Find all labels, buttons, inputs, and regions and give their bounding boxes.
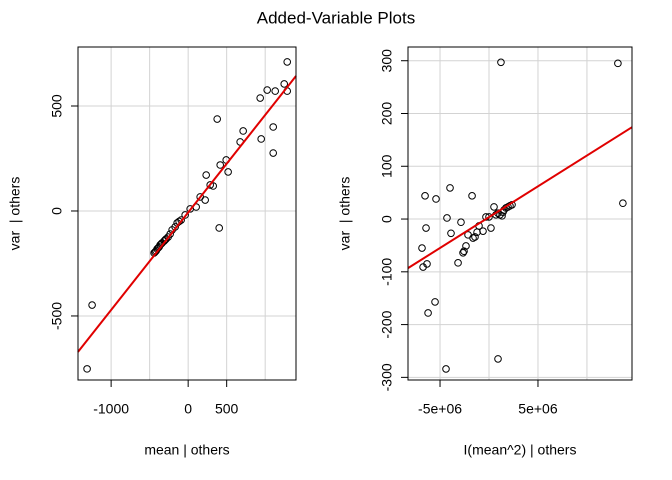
point [422,224,430,232]
y-tick-label: 300 [379,49,395,73]
point [83,365,91,373]
x-tick-label: 5e+06 [518,401,558,417]
y-tick-label: 200 [379,102,395,126]
point [88,301,96,309]
point [216,161,225,169]
point [423,260,431,268]
point [418,244,426,252]
y-tick-label: -100 [379,258,395,286]
x-tick-label: -1000 [93,401,129,417]
point [619,199,627,208]
point [614,59,622,68]
point [457,218,465,227]
point [462,242,470,250]
point [269,149,277,157]
y-axis-label: var | others [7,177,23,251]
point [166,230,174,238]
y-tick-label: 0 [379,215,395,223]
point [459,249,467,257]
point [447,229,455,238]
point [494,355,502,363]
point [479,227,487,235]
point [269,123,277,131]
y-tick-label: -200 [379,310,395,338]
fit-line [407,126,633,269]
point [497,58,505,67]
point [485,213,493,221]
point [431,298,439,306]
x-tick-label: -5e+06 [418,401,462,417]
point [468,192,476,200]
fit-line [77,75,297,353]
point [181,211,189,219]
point [460,247,468,256]
x-tick-label: 500 [215,401,239,417]
y-tick-label: 0 [49,207,65,215]
point [256,94,264,102]
y-tick-label: -500 [49,302,65,330]
point [257,135,265,143]
point [442,365,450,373]
point [271,87,280,95]
x-tick-label: 0 [184,401,192,417]
point [177,216,185,224]
point [446,184,454,192]
point [215,224,223,232]
plot-frame [407,46,633,381]
point [421,192,429,200]
point [280,80,289,88]
point [454,259,462,267]
point [424,309,432,317]
y-tick-label: 100 [379,154,395,178]
point [283,58,292,66]
point [487,224,495,232]
y-tick-label: 500 [49,94,65,118]
point [202,171,210,179]
x-axis-label: mean | others [144,442,229,458]
point [432,195,440,203]
point [443,214,451,222]
point [263,86,271,94]
point [213,115,221,123]
y-tick-label: -300 [379,363,395,391]
x-axis-label: I(mean^2) | others [464,442,577,458]
point [239,127,247,135]
plot-frame [77,46,297,381]
point [471,233,479,241]
point [224,168,232,176]
point [162,235,170,243]
chart-title: Added-Variable Plots [257,8,415,27]
point [490,203,498,211]
y-axis-label: var | others [337,177,353,251]
point [201,196,209,204]
